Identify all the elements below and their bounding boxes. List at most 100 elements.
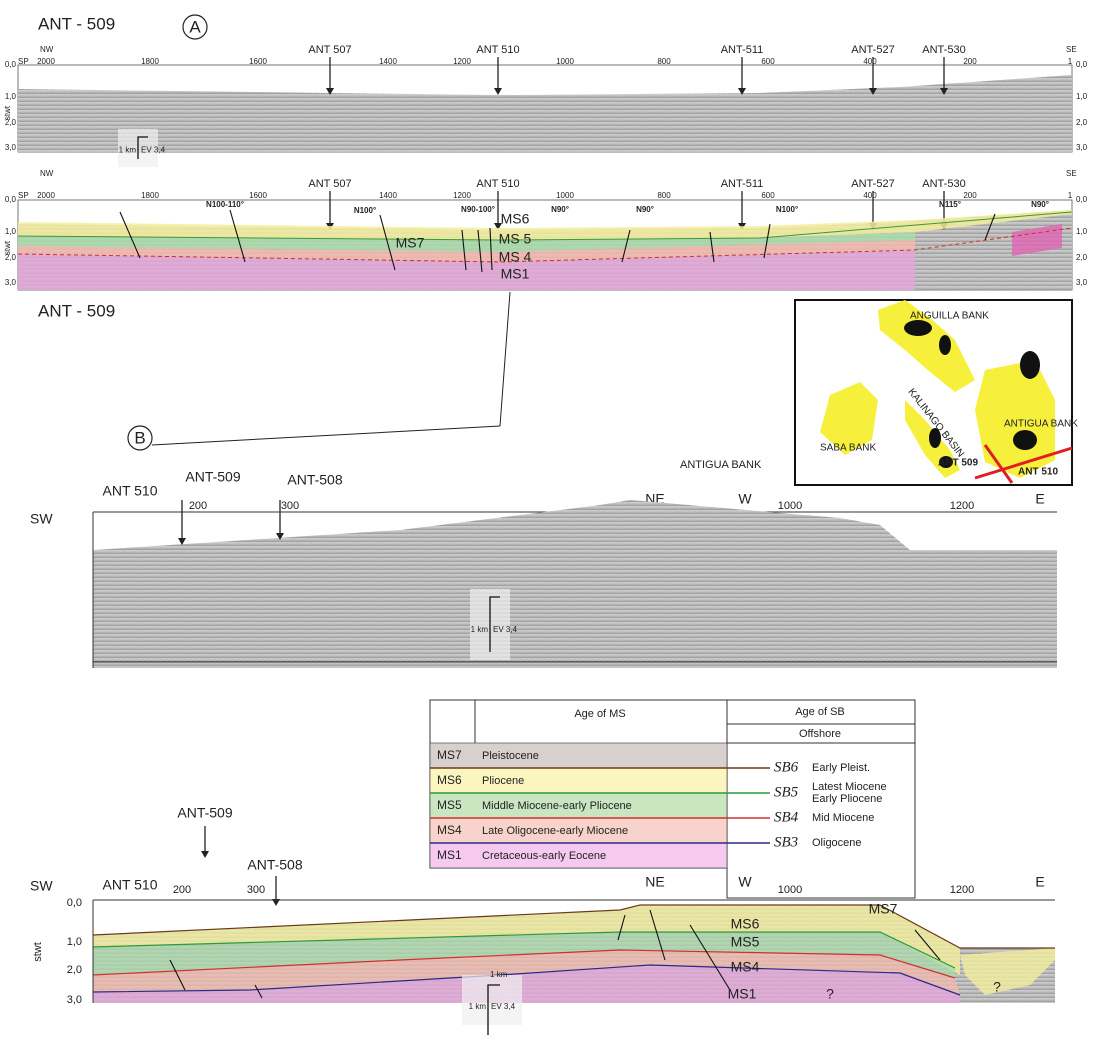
strike-label: N90° xyxy=(636,205,654,214)
boundary-age: Early Pliocene xyxy=(812,793,882,805)
strike-label: N90° xyxy=(1031,200,1049,209)
twt-tick: 1,0 xyxy=(1076,227,1088,236)
twt-tick: 0,0 xyxy=(5,195,17,204)
scale-bar xyxy=(487,984,500,1035)
fault xyxy=(477,229,483,273)
twt-tick: 1,0 xyxy=(5,92,17,101)
shotpoint: 1400 xyxy=(379,191,397,200)
scale-bar xyxy=(137,136,148,159)
layer-ms4 xyxy=(18,240,915,262)
se-label: SE xyxy=(1066,45,1077,54)
shotpoint: 1400 xyxy=(379,57,397,66)
shotpoint: 600 xyxy=(761,191,775,200)
fault xyxy=(379,214,396,271)
unit-label: MS7 xyxy=(869,901,898,917)
layer-ms4 xyxy=(93,950,960,995)
panel-circle xyxy=(127,425,153,451)
track-510 xyxy=(974,446,1073,480)
fault xyxy=(763,223,771,259)
legend-age: Pliocene xyxy=(482,775,524,787)
crossing-label: ANT 507 xyxy=(308,178,351,190)
crossing-arrow-head xyxy=(869,88,877,95)
legend-code: MS5 xyxy=(437,798,462,812)
direction: NE xyxy=(645,874,664,890)
legend-row xyxy=(429,817,728,844)
boundary-age: Early Pleist. xyxy=(812,762,870,774)
panel-label: A xyxy=(189,17,201,36)
scale-ev: EV 3,4 xyxy=(491,1002,516,1011)
shotpoint: 800 xyxy=(657,57,671,66)
boundary-code: SB6 xyxy=(774,759,799,775)
shotpoint: 200 xyxy=(963,191,977,200)
legend-code: MS1 xyxy=(437,848,462,862)
unknown-label: ? xyxy=(826,986,834,1002)
layer-ms1-east xyxy=(1012,224,1062,256)
scale-km: 1 km xyxy=(469,1002,487,1011)
sb4-line xyxy=(92,949,956,979)
crossing-label: ANT-527 xyxy=(851,44,894,56)
shotpoint: 400 xyxy=(863,57,877,66)
unit-label: MS5 xyxy=(731,934,760,950)
layer-ms6 xyxy=(93,905,960,975)
crossing-label: ANT 507 xyxy=(308,44,351,56)
strike-label: N100-110° xyxy=(206,200,244,209)
fault xyxy=(709,231,715,263)
table-frame xyxy=(726,699,916,899)
legend-code: MS4 xyxy=(437,823,462,837)
twt-tick: 2,0 xyxy=(1076,253,1088,262)
sb5-line xyxy=(92,931,956,969)
unit-label: MS7 xyxy=(396,235,425,251)
crossing-arrow-head xyxy=(178,538,186,545)
twt-unit: stwt xyxy=(3,105,12,120)
direction: E xyxy=(1035,491,1044,507)
fault xyxy=(461,229,467,271)
crossing-arrow-head xyxy=(272,899,280,906)
scale-ev: EV 3,4 xyxy=(493,625,518,634)
shotpoint: 1200 xyxy=(453,191,471,200)
twt-tick: 1,0 xyxy=(67,936,82,948)
twt-tick: 3,0 xyxy=(1076,278,1088,287)
twt-tick: 3,0 xyxy=(5,143,17,152)
shotpoint: 600 xyxy=(761,57,775,66)
twt-tick: 1,0 xyxy=(1076,92,1088,101)
crossing-arrow-head xyxy=(738,88,746,95)
shotpoint: 1600 xyxy=(249,57,267,66)
unit-label: MS6 xyxy=(731,916,760,932)
twt-tick: 2,0 xyxy=(67,964,82,976)
shotpoint: 2000 xyxy=(37,191,55,200)
fault xyxy=(254,984,263,999)
fault xyxy=(689,924,731,991)
crossing-arrow-head xyxy=(276,533,284,540)
fault xyxy=(621,229,631,263)
twt-tick: 1,0 xyxy=(5,227,17,236)
direction: W xyxy=(738,491,752,507)
strike-label: N90-100° xyxy=(461,205,495,214)
shotpoint: 1000 xyxy=(778,500,802,512)
shotpoint: 1 xyxy=(1068,191,1073,200)
table-header: Offshore xyxy=(799,728,841,740)
table-header: Age of SB xyxy=(795,706,845,718)
fault xyxy=(489,227,493,271)
twt-tick: 2,0 xyxy=(5,253,17,262)
shotpoint: 300 xyxy=(281,500,299,512)
shotpoint: 1800 xyxy=(141,191,159,200)
boundary-age: Latest Miocene xyxy=(812,781,887,793)
crossing-label: ANT-508 xyxy=(287,472,342,488)
sb3-line xyxy=(92,964,961,996)
legend-age: Pleistocene xyxy=(482,750,539,762)
map-label: SABA BANK xyxy=(820,443,876,454)
crossing-label: ANT 510 xyxy=(476,178,519,190)
seismic-section xyxy=(93,500,1057,668)
unit-label: MS 5 xyxy=(499,231,532,247)
crossing-label: ANT-508 xyxy=(247,857,302,873)
legend-age: Late Oligocene-early Miocene xyxy=(482,825,628,837)
island-anguilla xyxy=(878,300,975,392)
shotpoint: 1800 xyxy=(141,57,159,66)
crossing-label: ANT-509 xyxy=(185,469,240,485)
unit-label: MS4 xyxy=(731,959,760,975)
shotpoint: 1 xyxy=(1068,57,1073,66)
crossing-label: ANT-511 xyxy=(721,178,764,190)
line-name: ANT - 509 xyxy=(38,301,115,320)
boundary-code: SB4 xyxy=(774,809,799,825)
map-label: ANT 509 xyxy=(938,458,978,469)
